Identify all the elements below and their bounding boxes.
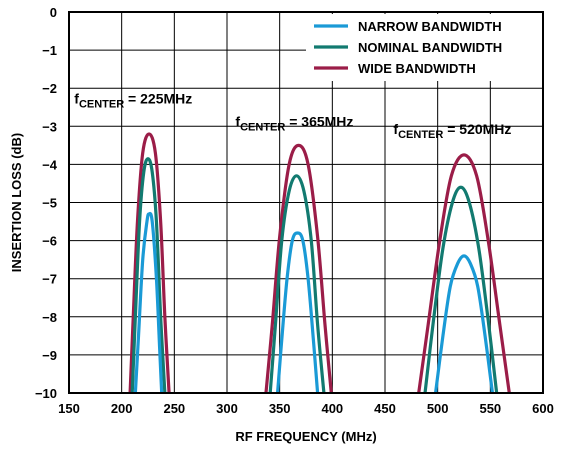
narrow-bandwidth-curve-367 <box>275 231 320 394</box>
y-tick-labels: 0 −1 −2 −3 −4 −5 −6 −7 −8 −9 −10 <box>35 5 58 401</box>
center-frequency-label-2: fCENTER = 520MHz <box>393 121 511 141</box>
x-tick-label-6: 450 <box>374 401 396 416</box>
legend-label-narrow-bandwidth: NARROW BANDWIDTH <box>358 19 502 34</box>
annotations: fCENTER = 225MHz fCENTER = 365MHz fCENTER … <box>74 90 511 140</box>
curves-group <box>128 132 511 394</box>
x-tick-labels: 150 200 250 300 350 400 450 500 550 600 <box>58 401 554 416</box>
wide-bandwidth-curve-226 <box>128 132 171 394</box>
x-tick-label-5: 400 <box>321 401 343 416</box>
nominal-bandwidth-curve-522 <box>423 185 499 394</box>
x-tick-label-8: 550 <box>479 401 501 416</box>
y-tick-label-9: −9 <box>42 348 57 363</box>
y-tick-label-3: −3 <box>42 119 57 134</box>
center-frequency-label-1: fCENTER = 365MHz <box>235 113 353 133</box>
x-tick-label-1: 200 <box>111 401 133 416</box>
y-tick-label-5: −5 <box>42 196 57 211</box>
wide-bandwidth-curve-368 <box>264 143 333 394</box>
y-tick-label-2: −2 <box>42 81 57 96</box>
center-frequency-label-0: fCENTER = 225MHz <box>74 90 192 110</box>
x-tick-label-3: 300 <box>216 401 238 416</box>
y-tick-label-10: −10 <box>35 386 57 401</box>
legend-label-wide-bandwidth: WIDE BANDWIDTH <box>358 61 476 76</box>
narrow-bandwidth-curve-525 <box>433 254 495 394</box>
y-tick-label-1: −1 <box>42 43 57 58</box>
y-tick-label-7: −7 <box>42 272 57 287</box>
narrow-bandwidth-curve-226 <box>133 211 164 394</box>
y-tick-label-0: 0 <box>50 5 57 20</box>
x-tick-label-9: 600 <box>532 401 554 416</box>
x-tick-label-4: 350 <box>269 401 291 416</box>
y-tick-label-4: −4 <box>42 157 58 172</box>
x-tick-label-0: 150 <box>58 401 80 416</box>
legend: NARROW BANDWIDTH NOMINAL BANDWIDTH WIDE BA… <box>306 14 542 81</box>
y-tick-label-8: −8 <box>42 310 57 325</box>
x-tick-label-7: 500 <box>427 401 449 416</box>
legend-label-nominal-bandwidth: NOMINAL BANDWIDTH <box>358 40 502 55</box>
nominal-bandwidth-curve-366 <box>268 174 326 394</box>
y-tick-label-6: −6 <box>42 234 57 249</box>
x-axis-label: RF FREQUENCY (MHz) <box>235 429 376 444</box>
y-axis-label: INSERTION LOSS (dB) <box>9 133 24 272</box>
wide-bandwidth-curve-525 <box>417 153 511 394</box>
nominal-bandwidth-curve-225 <box>130 157 167 394</box>
x-tick-label-2: 250 <box>163 401 185 416</box>
plot-frame <box>68 11 544 394</box>
